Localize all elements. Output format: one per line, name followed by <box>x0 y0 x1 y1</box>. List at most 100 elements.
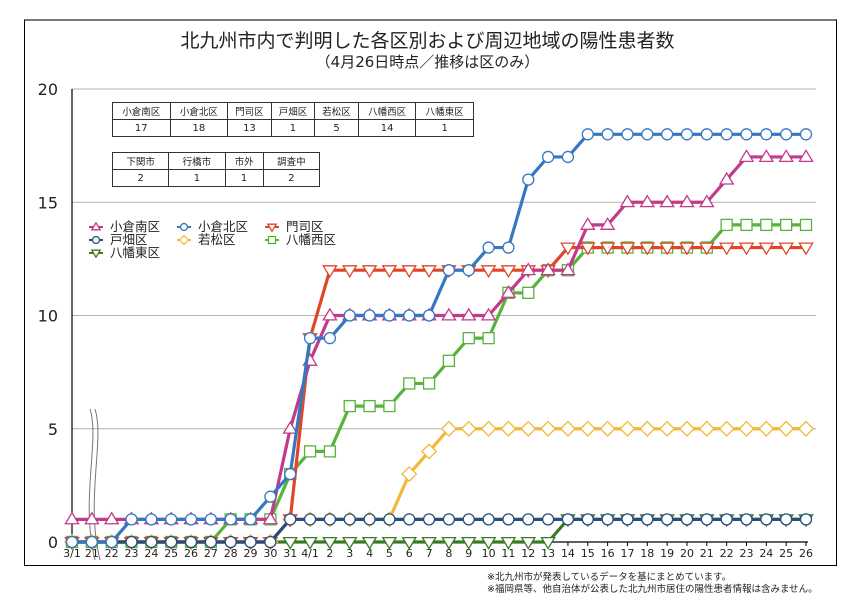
circle-marker-icon <box>442 264 456 277</box>
diamond-marker-icon <box>178 234 190 245</box>
diamond-marker-icon <box>758 420 775 437</box>
circle-marker-icon <box>660 513 674 526</box>
table-header-cell: 行橋市 <box>168 152 226 170</box>
triangle-up-marker-icon <box>540 262 556 276</box>
legend-item: 小倉南区 <box>88 220 160 233</box>
x-tick-label: 4 <box>366 547 373 560</box>
triangle-up-marker-icon <box>758 149 775 163</box>
table-value-cell: 1 <box>415 119 474 137</box>
y-tick-label: 20 <box>38 80 58 99</box>
table-header-cell: 八幡東区 <box>415 102 474 120</box>
legend-item: 八幡東区 <box>88 246 160 259</box>
table-header-cell: 門司区 <box>227 102 272 120</box>
circle-marker-icon <box>541 513 555 526</box>
circle-marker-icon <box>541 150 555 164</box>
footnote: ※福岡県等、他自治体が公表した北九州市居住の陽性患者情報は含みません。 <box>487 584 818 595</box>
y-tick-label: 15 <box>38 193 58 212</box>
y-tick-label: 0 <box>48 533 58 552</box>
circle-marker-icon <box>720 513 733 526</box>
triangle-down-marker-icon <box>639 242 656 256</box>
x-tick-label: 30 <box>263 547 277 560</box>
circle-marker-icon <box>780 513 793 526</box>
x-tick-label: 26 <box>184 547 198 560</box>
legend-label: 若松区 <box>198 232 236 247</box>
triangle-down-marker-icon <box>341 536 358 550</box>
circle-marker-icon <box>284 467 297 481</box>
x-tick-label: 26 <box>799 547 813 560</box>
circle-marker-icon <box>184 535 198 549</box>
circle-marker-icon <box>621 513 634 526</box>
diamond-marker-icon <box>738 420 755 437</box>
circle-marker-icon <box>323 331 337 345</box>
x-tick-label: 13 <box>541 547 555 560</box>
triangle-down-marker-icon <box>659 242 675 256</box>
circle-marker-icon <box>91 235 101 244</box>
square-marker-icon <box>403 377 416 390</box>
x-tick-label: 14 <box>561 547 575 560</box>
triangle-down-marker-icon <box>361 536 378 550</box>
triangle-up-marker-icon <box>798 149 814 163</box>
circle-marker-icon <box>482 513 495 526</box>
circle-marker-icon <box>561 150 575 164</box>
triangle-down-marker-icon <box>341 265 358 279</box>
x-tick-label: 3/1 <box>63 547 81 560</box>
circle-marker-icon <box>343 513 356 526</box>
x-tick-label: 6 <box>406 547 413 560</box>
x-tick-label: 9 <box>465 547 472 560</box>
circle-marker-icon <box>581 513 594 526</box>
table-header-cell: 小倉南区 <box>112 102 171 120</box>
triangle-up-marker-icon <box>699 194 715 208</box>
triangle-up-marker-icon <box>560 262 576 276</box>
triangle-down-marker-icon <box>401 536 417 550</box>
table-value-cell: 2 <box>262 169 321 187</box>
x-tick-label: 31 <box>283 547 297 560</box>
circle-marker-icon <box>224 535 237 549</box>
x-tick-label: 25 <box>164 547 178 560</box>
triangle-up-marker-icon <box>90 221 102 230</box>
circle-marker-icon <box>561 513 575 526</box>
circle-marker-icon <box>224 513 237 526</box>
diamond-marker-icon <box>440 420 457 437</box>
x-tick-label: 7 <box>426 547 433 560</box>
table-value-cell: 1 <box>270 119 316 137</box>
x-tick-label: 28 <box>224 547 238 560</box>
circle-marker-icon <box>204 535 218 549</box>
triangle-up-marker-icon <box>619 194 636 208</box>
diamond-marker-icon <box>599 420 616 437</box>
x-tick-label: 3 <box>346 547 353 560</box>
ward-header-row: 小倉南区 小倉北区 門司区 戸畑区 若松区 八幡西区 八幡東区 <box>112 102 474 120</box>
triangle-down-marker-icon <box>266 223 278 232</box>
diamond-marker-icon <box>778 420 795 437</box>
circle-marker-icon <box>621 128 634 141</box>
circle-marker-icon <box>740 128 753 141</box>
table-value-cell: 5 <box>314 119 359 137</box>
triangle-up-marker-icon <box>679 194 695 208</box>
circle-marker-icon <box>760 513 773 526</box>
circle-marker-icon <box>403 513 416 526</box>
square-marker-icon <box>720 218 733 232</box>
x-tick-label: 21 <box>85 547 99 560</box>
triangle-down-marker-icon <box>500 536 517 550</box>
series-line <box>72 517 806 544</box>
triangle-down-marker-icon <box>322 265 338 279</box>
legend-item: 戸畑区 <box>88 233 148 246</box>
circle-marker-icon <box>799 128 813 141</box>
square-marker-icon <box>383 399 396 413</box>
series-line <box>72 155 806 521</box>
circle-marker-icon <box>720 128 733 141</box>
triangle-down-marker-icon <box>580 242 596 256</box>
circle-marker-icon <box>641 128 654 141</box>
x-tick-label: 21 <box>700 547 714 560</box>
series-line <box>72 517 806 544</box>
triangle-up-marker-icon <box>580 217 596 230</box>
triangle-down-marker-icon <box>381 265 398 279</box>
circle-marker-icon <box>522 513 535 526</box>
circle-marker-icon <box>581 128 594 141</box>
circle-marker-icon <box>383 513 396 526</box>
x-tick-label: 12 <box>521 547 535 560</box>
triangle-down-marker-icon <box>282 536 298 550</box>
circle-marker-icon <box>601 513 614 526</box>
triangle-up-marker-icon <box>599 217 616 230</box>
triangle-up-marker-icon <box>718 171 735 185</box>
x-tick-label: 4/1 <box>301 547 319 560</box>
